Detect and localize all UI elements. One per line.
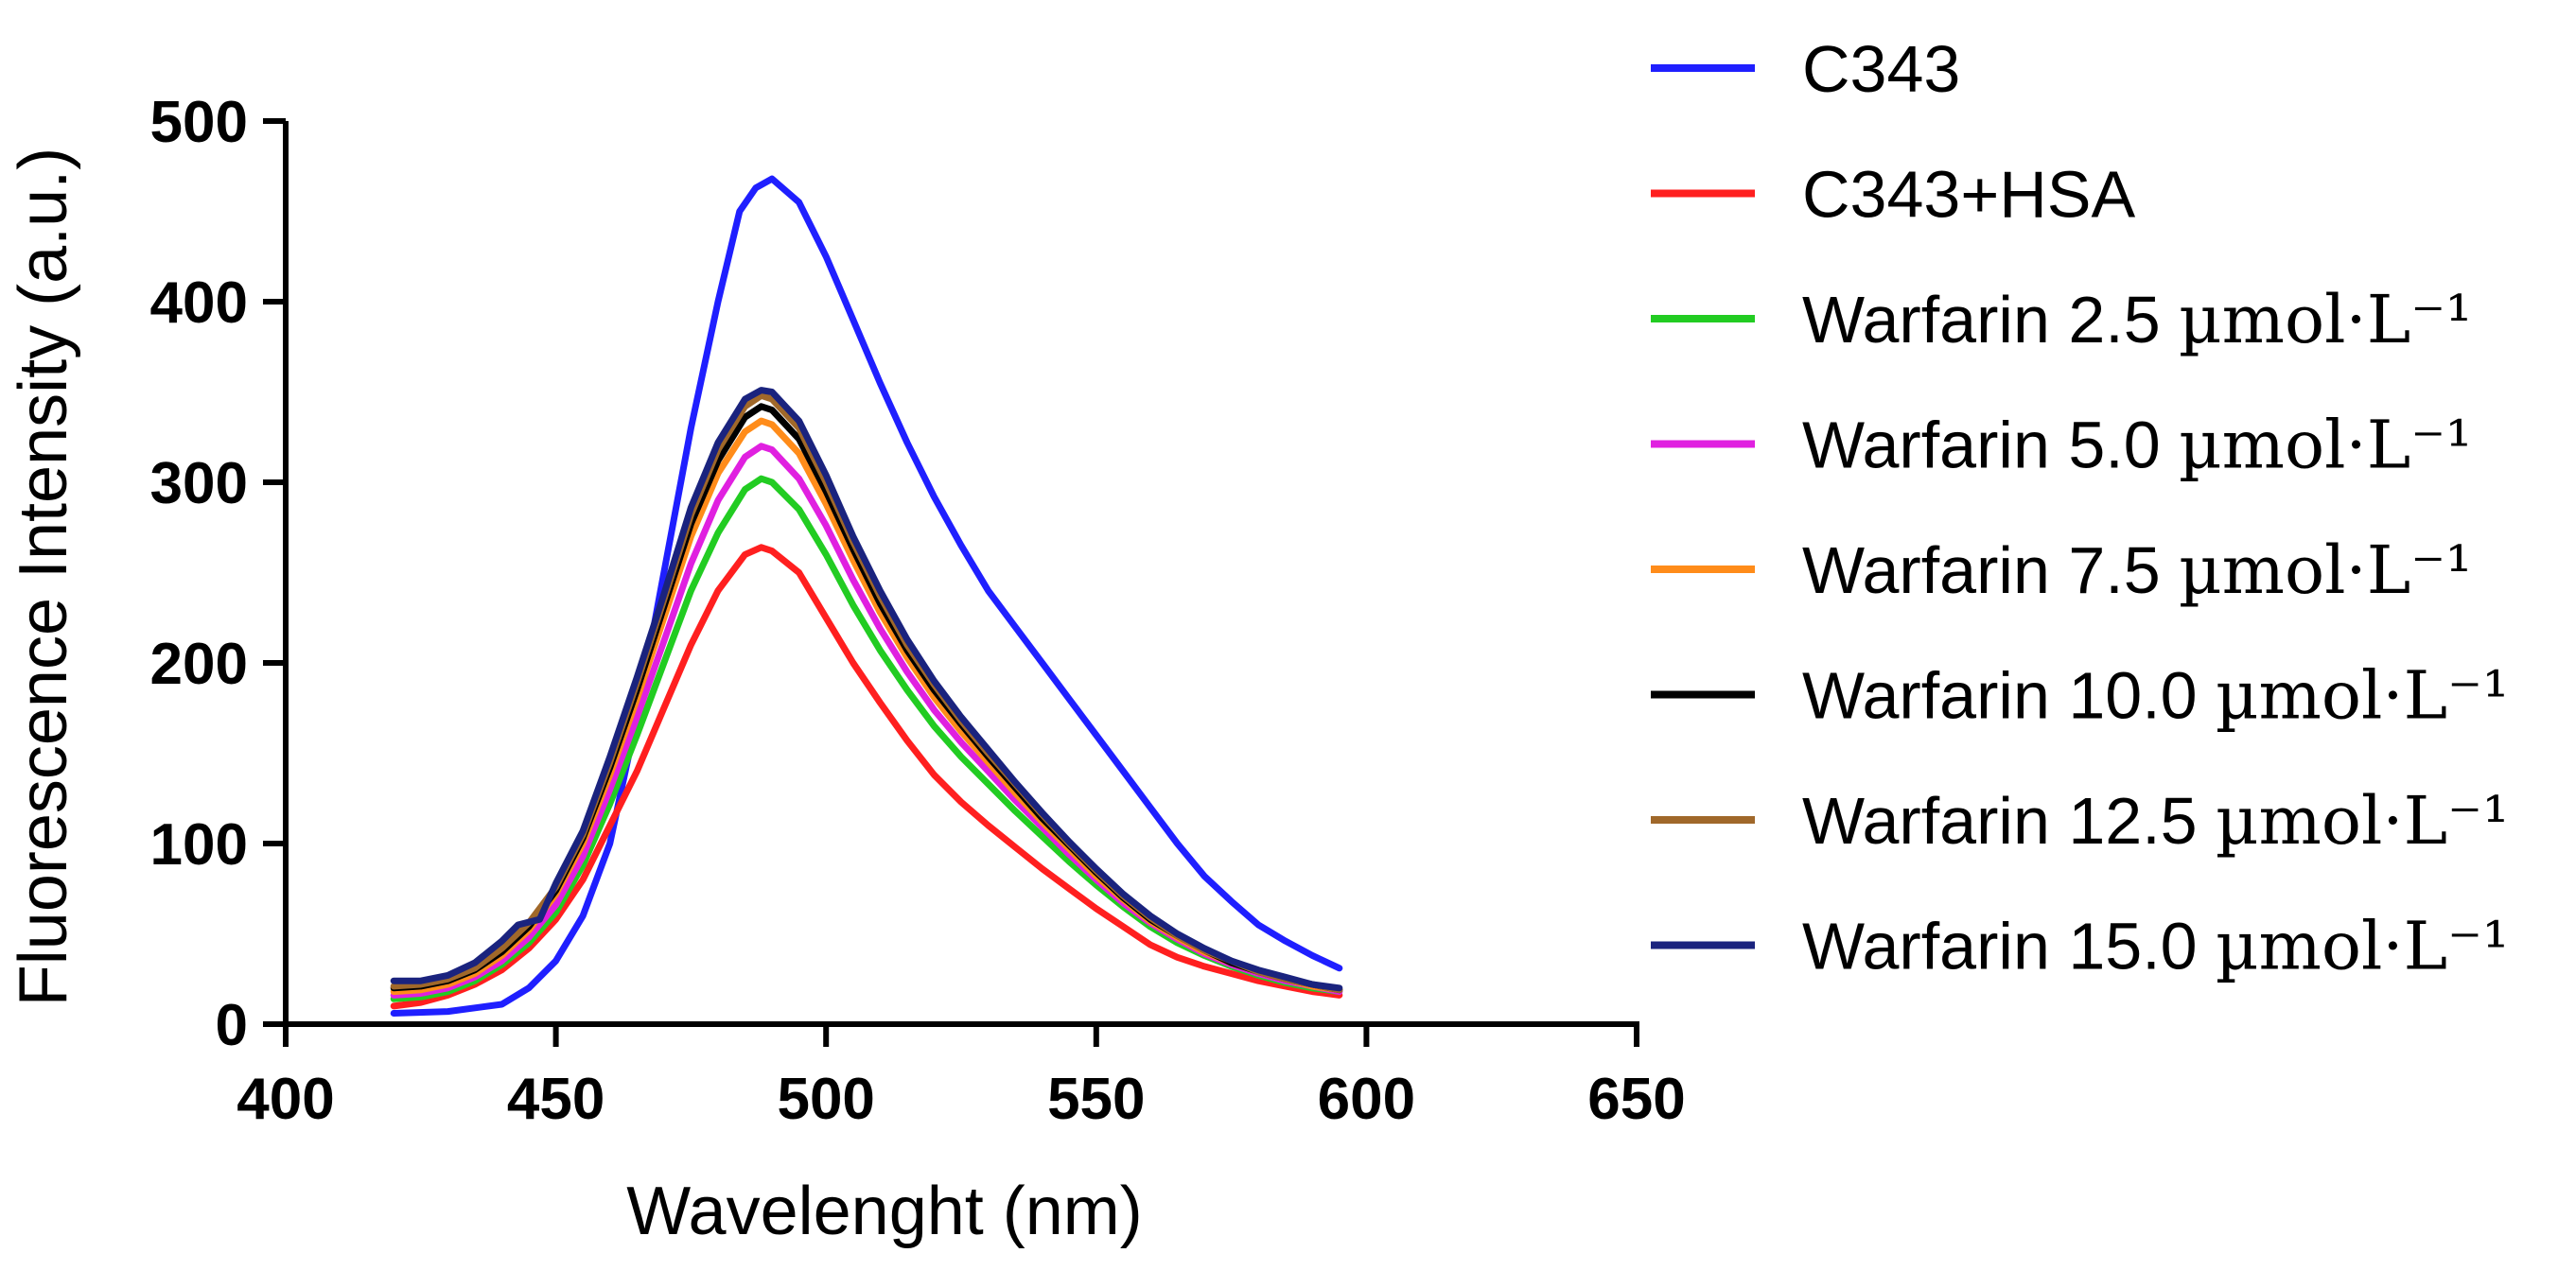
y-tick-label-5: 500 [150,90,248,155]
x-tick-label-0: 400 [237,1067,334,1132]
series-line-0 [390,175,1343,1017]
legend: C343 C343+HSA Warfarin 2.5 µmol·L⁻¹ Warfari… [1651,32,2509,985]
series-line-1 [390,544,1343,1010]
legend-label-0: C343 [1802,32,1960,106]
x-tick-label-3: 550 [1047,1067,1145,1132]
legend-label-7: Warfarin 15.0 µmol·L⁻¹ [1802,908,2509,985]
y-tick-label-2: 200 [150,632,248,697]
x-tick-label-1: 450 [507,1067,605,1132]
legend-label-2: Warfarin 2.5 µmol·L⁻¹ [1802,281,2472,358]
y-tick-label-1: 100 [150,812,248,878]
series-line-5 [390,403,1343,994]
y-tick-label-3: 300 [150,451,248,516]
x-tick-label-4: 600 [1318,1067,1415,1132]
legend-label-3: Warfarin 5.0 µmol·L⁻¹ [1802,407,2472,484]
y-axis-label: Fluorescence Intensity (a.u.) [6,148,81,1006]
x-axis-label: Wavelenght (nm) [626,1174,1143,1249]
x-tick-label-5: 650 [1587,1067,1685,1132]
series-line-7 [390,387,1343,992]
legend-label-4: Warfarin 7.5 µmol·L⁻¹ [1802,531,2472,609]
legend-label-6: Warfarin 12.5 µmol·L⁻¹ [1802,782,2509,860]
series-line-6 [390,392,1343,994]
series-line-4 [390,417,1343,996]
tick-labels: 400 450 500 550 600 650 0 100 200 300 400 500 [150,90,1686,1132]
x-tick-label-2: 500 [777,1067,874,1132]
y-tick-label-0: 0 [216,993,248,1058]
legend-label-5: Warfarin 10.0 µmol·L⁻¹ [1802,657,2509,735]
legend-label-1: C343+HSA [1802,158,2135,232]
y-tick-label-4: 400 [150,270,248,336]
plot-series [390,175,1343,1017]
axes [263,118,1639,1047]
